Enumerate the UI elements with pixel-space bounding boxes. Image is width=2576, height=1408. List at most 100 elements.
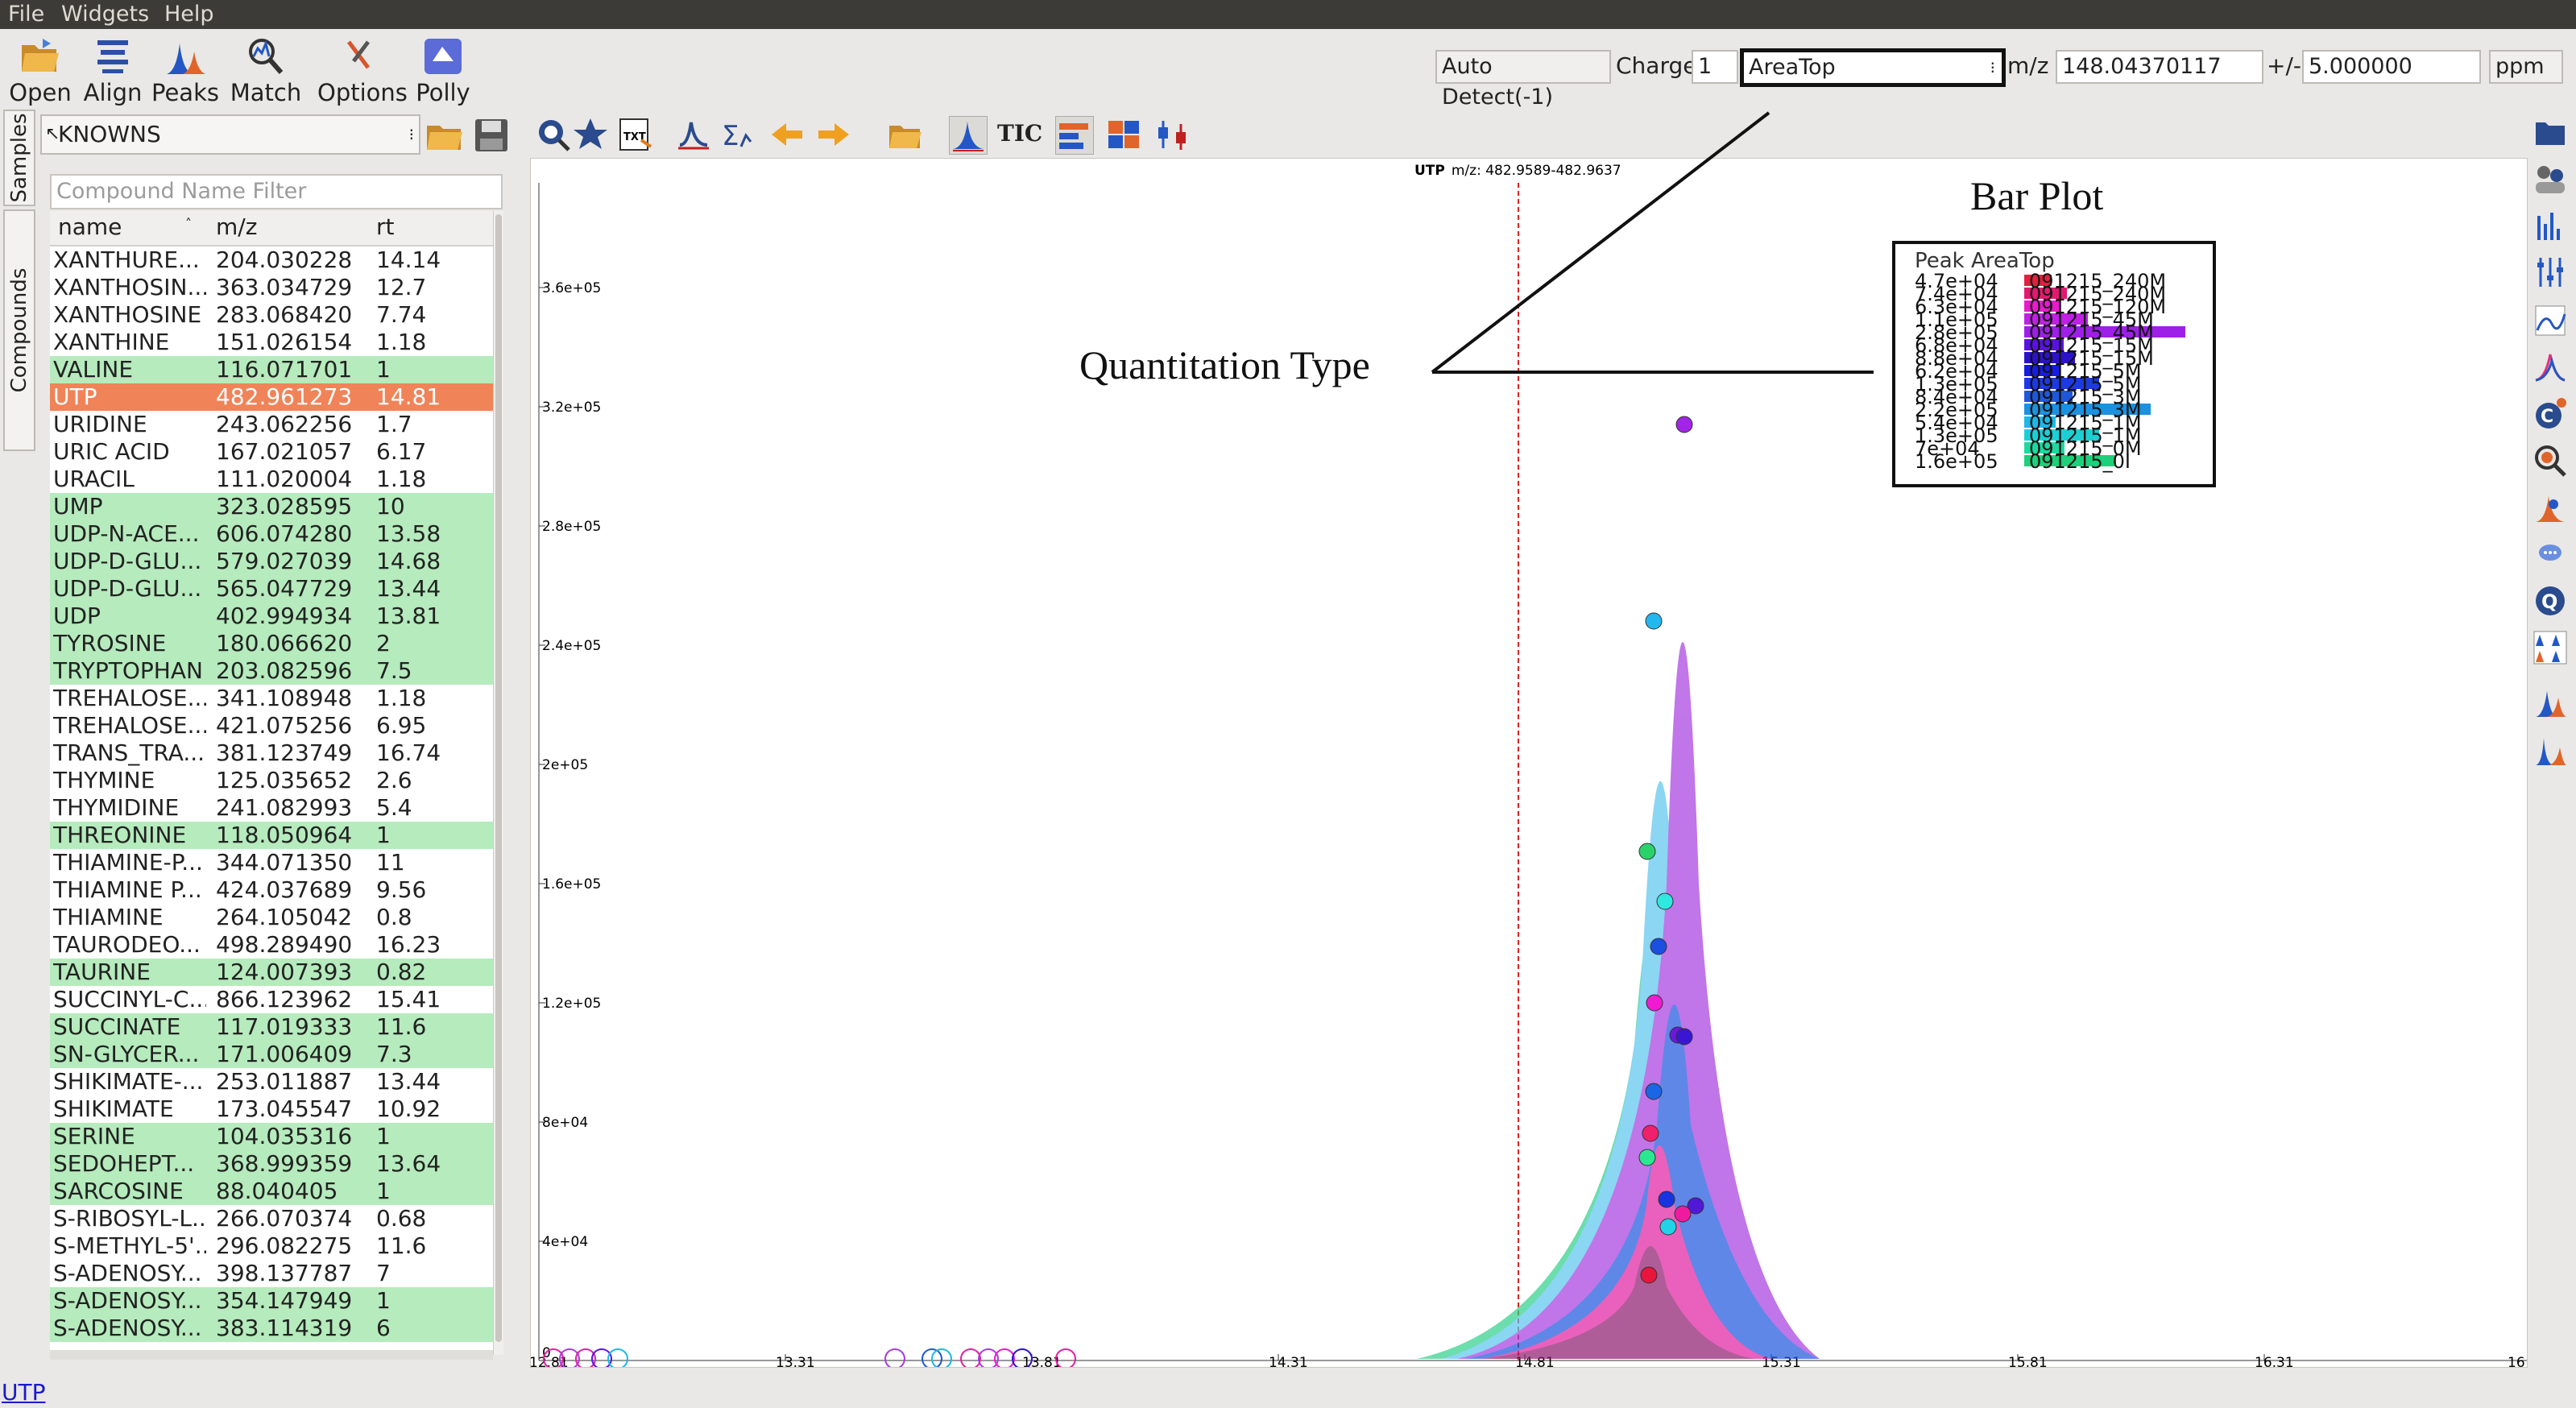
table-row[interactable]: UDP-D-GLU... 565.047729 13.44 [50,575,493,603]
table-row[interactable]: THIAMINE P... 424.037689 9.56 [50,876,493,904]
match-button[interactable]: Match [226,34,306,108]
zoom-reset-icon[interactable] [535,116,572,153]
open-button[interactable]: Open [0,34,81,108]
table-row[interactable]: UTP 482.961273 14.81 [50,383,493,411]
table-row[interactable]: TAURODEO... 498.289490 16.23 [50,931,493,959]
line-chart-icon[interactable] [2533,303,2568,338]
mz-spectrum-icon[interactable] [2533,208,2568,243]
tab-samples[interactable]: Samples [3,110,35,206]
integrate-icon[interactable] [675,116,712,153]
adducts-icon[interactable] [2533,490,2568,525]
peak-marker[interactable] [1640,1266,1658,1284]
table-row[interactable]: S-ADENOSY... 354.147949 1 [50,1287,493,1315]
table-row[interactable]: SEDOHEPT... 368.999359 13.64 [50,1150,493,1178]
show-peaks-icon[interactable] [949,116,988,155]
column-header-rt[interactable]: rt [376,213,395,240]
tolerance-unit-select[interactable]: ppm [2489,50,2563,84]
table-row[interactable]: S-METHYL-5'... 296.082275 11.6 [50,1232,493,1260]
table-row[interactable]: URACIL 111.020004 1.18 [50,466,493,493]
table-row[interactable]: TAURINE 124.007393 0.82 [50,959,493,986]
bar-plot-toggle-icon[interactable] [1055,116,1094,155]
table-row[interactable]: SN-GLYCER... 171.006409 7.3 [50,1041,493,1068]
table-row[interactable]: TREHALOSE... 341.108948 1.18 [50,685,493,712]
table-row[interactable]: TRANS_TRA... 381.123749 16.74 [50,739,493,767]
sliders-icon[interactable] [2533,255,2568,290]
table-row[interactable]: S-ADENOSY... 383.114319 6 [50,1315,493,1342]
users-icon[interactable] [2533,161,2568,197]
heatmap-icon[interactable] [1105,116,1142,153]
charge-field[interactable]: 1 [1692,50,1738,84]
table-row[interactable]: TYROSINE 180.066620 2 [50,630,493,657]
library-select[interactable]: ↖ KNOWNS ⁝ [40,114,420,155]
load-compounds-icon[interactable] [424,114,466,156]
table-row[interactable]: UMP 323.028595 10 [50,493,493,520]
export-txt-icon[interactable]: TXT [617,116,654,153]
boxplot-icon[interactable] [1155,116,1192,153]
quantitation-type-select[interactable]: AreaTop ⁝ [1740,48,2006,87]
peak-marker[interactable] [1650,938,1667,955]
table-horizontal-scrollbar[interactable] [50,1350,493,1360]
table-row[interactable]: THYMINE 125.035652 2.6 [50,767,493,794]
table-row[interactable]: URIDINE 243.062256 1.7 [50,411,493,438]
table-row[interactable]: THREONINE 118.050964 1 [50,822,493,849]
save-compounds-icon[interactable] [470,114,512,156]
compound-filter-input[interactable]: Compound Name Filter [50,174,503,209]
arrow-right-icon[interactable] [815,116,852,153]
peak-marker[interactable] [1658,1191,1675,1208]
star-icon[interactable] [572,116,609,153]
peaks-compare-icon[interactable] [2533,685,2568,720]
auto-detect-button[interactable]: Auto Detect(-1) [1435,50,1611,110]
table-row[interactable]: TREHALOSE... 421.075256 6.95 [50,712,493,739]
arrow-left-icon[interactable] [768,116,806,153]
table-row[interactable]: UDP 402.994934 13.81 [50,603,493,630]
peak-marker[interactable] [1656,892,1674,910]
status-compound-link[interactable]: UTP [2,1379,46,1406]
table-row[interactable]: SERINE 104.035316 1 [50,1123,493,1150]
peak-marker[interactable] [1659,1218,1677,1236]
options-button[interactable]: Options [317,34,408,108]
table-vertical-scrollbar[interactable] [493,211,503,1355]
table-row[interactable]: XANTHINE 151.026154 1.18 [50,329,493,356]
table-row[interactable]: VALINE 116.071701 1 [50,356,493,383]
table-row[interactable]: SUCCINATE 117.019333 11.6 [50,1013,493,1041]
polly-button[interactable]: Polly [403,34,483,108]
sum-icon[interactable]: Σ [719,116,756,153]
peak-marker[interactable] [1642,1124,1659,1142]
table-row[interactable]: XANTHOSINE 283.068420 7.74 [50,301,493,329]
menu-file[interactable]: File [8,2,45,27]
folder-icon[interactable] [2533,114,2568,150]
table-row[interactable]: SHIKIMATE 173.045547 10.92 [50,1095,493,1123]
peaks-button[interactable]: Peaks [145,34,226,108]
bar-plot-overlay[interactable]: Peak AreaTop 4.7e+04 091215_240M 7.4e+04 09… [1892,241,2216,487]
table-row[interactable]: SHIKIMATE-... 253.011887 13.44 [50,1068,493,1095]
peak-marker[interactable] [1674,1205,1692,1223]
table-row[interactable]: THYMIDINE 241.082993 5.4 [50,794,493,822]
table-row[interactable]: URIC ACID 167.021057 6.17 [50,438,493,466]
table-row[interactable]: SARCOSINE 88.040405 1 [50,1178,493,1205]
tolerance-field[interactable]: 5.000000 [2302,50,2481,84]
menu-help[interactable]: Help [164,2,214,27]
peak-marker[interactable] [1645,1083,1663,1100]
peak-marker[interactable] [1687,1197,1704,1215]
align-button[interactable]: Align [72,34,153,108]
table-row[interactable]: XANTHURE... 204.030228 14.14 [50,246,493,274]
overlay-traces-icon[interactable] [2533,350,2568,385]
query-icon[interactable]: Q [2533,583,2568,619]
grid-peaks-icon[interactable] [2533,630,2568,665]
peak-marker[interactable] [1675,1028,1693,1046]
table-row[interactable]: UDP-N-ACE... 606.074280 13.58 [50,520,493,548]
peak-marker[interactable] [1638,843,1656,860]
peak-marker[interactable] [1645,612,1663,630]
table-row[interactable]: SUCCINYL-C... 866.123962 15.41 [50,986,493,1013]
column-header-mz[interactable]: m/z [216,213,258,240]
table-row[interactable]: S-ADENOSY... 398.137787 7 [50,1260,493,1287]
peak-marker[interactable] [1638,1149,1656,1166]
eic-plot-area[interactable]: UTP m/z: 482.9589-482.9637 4e+04 8e+04 1.2e… [529,158,2528,1371]
isotopes-icon[interactable]: C [2533,396,2568,432]
spectra-icon[interactable] [2533,733,2568,768]
open-folder-icon[interactable] [886,116,923,153]
table-row[interactable]: THIAMINE 264.105042 0.8 [50,904,493,931]
table-row[interactable]: TRYPTOPHAN 203.082596 7.5 [50,657,493,685]
search-compound-icon[interactable] [2533,443,2568,478]
tic-button[interactable]: TIC [997,120,1043,147]
